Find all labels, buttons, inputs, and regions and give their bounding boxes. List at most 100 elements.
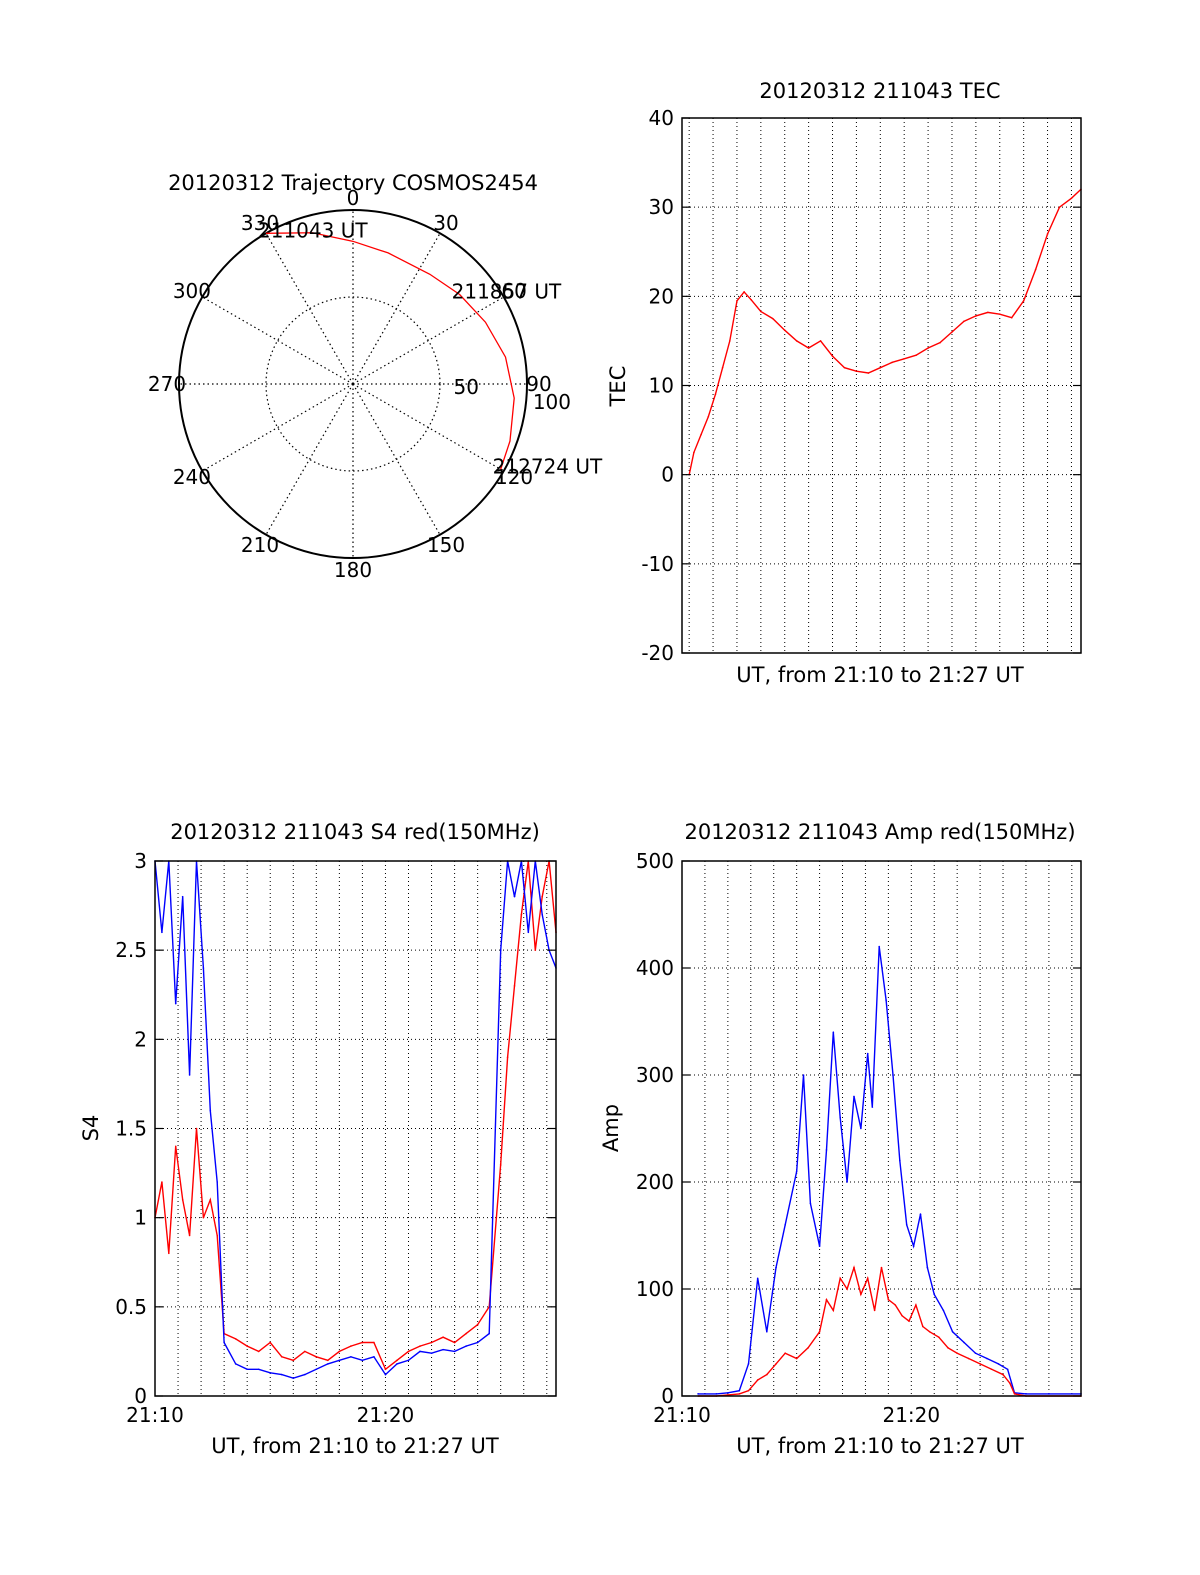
s4-point: [513, 985, 516, 987]
s4-point: [541, 913, 543, 916]
amp-point: [839, 1117, 842, 1119]
y-tick-label: 200: [636, 1170, 674, 1194]
s4-point: [168, 1252, 170, 1255]
s4-point: [216, 1181, 219, 1183]
s4-point: [174, 1145, 177, 1148]
amp-point: [986, 1357, 988, 1360]
azimuth-label: 0: [347, 186, 360, 210]
azimuth-label: 300: [173, 279, 211, 303]
tec-point: [707, 415, 710, 418]
s4-point: [396, 1363, 398, 1365]
amp-xlabel: UT, from 21:10 to 21:27 UT: [736, 1434, 1024, 1458]
x-tick-label: 21:20: [882, 1403, 940, 1427]
amp-point: [756, 1277, 759, 1280]
polar-annotations: 211043 UT 211857 UT 212724 UT: [258, 218, 603, 478]
polar-spoke: [202, 383, 354, 472]
amp-point: [866, 1277, 869, 1280]
amp-series-blue: [698, 946, 1081, 1395]
s4-point: [292, 1377, 295, 1379]
s4-point: [373, 1341, 375, 1344]
tec-point: [743, 291, 745, 293]
s4-point: [350, 1355, 352, 1358]
tec-xlabel: UT, from 21:10 to 21:27 UT: [736, 663, 1024, 687]
amp-title: 20120312 211043 Amp red(150MHz): [684, 820, 1075, 844]
amp-point: [899, 1159, 901, 1162]
amp-point: [860, 1293, 862, 1296]
amp-point: [915, 1304, 917, 1306]
radial-ring-label: 50: [454, 375, 479, 399]
s4-x-tick-labels: 21:10 21:20: [126, 1403, 414, 1427]
tec-point: [750, 299, 753, 301]
amp-point: [715, 1393, 718, 1395]
y-tick-label: -20: [641, 641, 674, 665]
azimuth-label: 30: [433, 211, 458, 235]
s4-ylabel: S4: [79, 1115, 103, 1142]
tec-panel: 20120312 211043 TEC -20 -10 0 10 20 30 40 UT, …: [606, 79, 1082, 687]
tec-point: [903, 357, 905, 360]
amp-point: [979, 1363, 981, 1365]
y-tick-label: 20: [649, 284, 674, 308]
s4-point: [269, 1372, 272, 1374]
amp-point: [885, 999, 887, 1001]
y-tick-label: 3: [134, 849, 147, 873]
tec-point: [1034, 268, 1037, 271]
s4-point: [442, 1336, 444, 1338]
tec-point: [795, 340, 798, 342]
polar-spoke: [265, 233, 354, 385]
s4-point: [541, 895, 543, 898]
tec-point: [736, 299, 738, 302]
amp-point: [1009, 1382, 1011, 1384]
polar-track: [265, 232, 515, 470]
s4-point: [465, 1332, 467, 1335]
x-tick-label: 21:10: [126, 1403, 184, 1427]
radial-ring-label: 100: [533, 390, 571, 414]
tec-point: [891, 361, 894, 364]
tec-point: [963, 320, 965, 323]
tec-point: [700, 433, 702, 436]
tec-point: [879, 366, 882, 369]
s4-point: [202, 1216, 205, 1219]
amp-point: [1013, 1393, 1016, 1395]
trajectory-title: 20120312 Trajectory COSMOS2454: [168, 171, 538, 195]
tec-point: [1046, 233, 1049, 235]
amp-point: [880, 1266, 883, 1269]
amp-point: [892, 1074, 894, 1076]
tec-point: [721, 366, 724, 369]
x-tick-label: 21:10: [653, 1403, 711, 1427]
polar-spoke: [352, 383, 441, 535]
s4-point: [303, 1373, 306, 1376]
azimuth-label: 270: [148, 372, 186, 396]
s4-point: [476, 1341, 479, 1344]
s4-point: [209, 1199, 212, 1201]
s4-point: [527, 931, 530, 934]
tec-point: [951, 331, 953, 333]
s4-point: [430, 1341, 433, 1344]
amp-point: [933, 1293, 936, 1296]
s4-point: [188, 1074, 191, 1076]
s4-point: [181, 1199, 184, 1201]
y-tick-label: 1: [134, 1206, 147, 1230]
s4-point: [246, 1345, 248, 1347]
trajectory-time-annotation: 212724 UT: [493, 454, 603, 478]
amp-point: [846, 1288, 848, 1290]
s4-point: [315, 1355, 318, 1358]
amp-point: [919, 1213, 922, 1215]
s4-point: [488, 1332, 490, 1335]
y-tick-label: -10: [641, 552, 674, 576]
amp-point: [802, 1074, 805, 1076]
s4-point: [465, 1345, 467, 1347]
amp-point: [775, 1266, 777, 1269]
amp-point: [1002, 1373, 1004, 1376]
amp-y-tick-labels: 0 100 200 300 400 500: [636, 849, 1081, 1408]
amp-grid: [681, 860, 1081, 1397]
amp-point: [738, 1389, 741, 1392]
trajectory-line: [265, 232, 515, 470]
tec-series: [688, 188, 1082, 476]
amp-point: [825, 1149, 828, 1151]
amp-point: [846, 1181, 848, 1183]
amp-point: [697, 1393, 699, 1395]
tec-series-TEC: [688, 188, 1082, 475]
polar-ring-labels: 50 100: [454, 375, 571, 414]
tec-frame: [681, 117, 1082, 654]
